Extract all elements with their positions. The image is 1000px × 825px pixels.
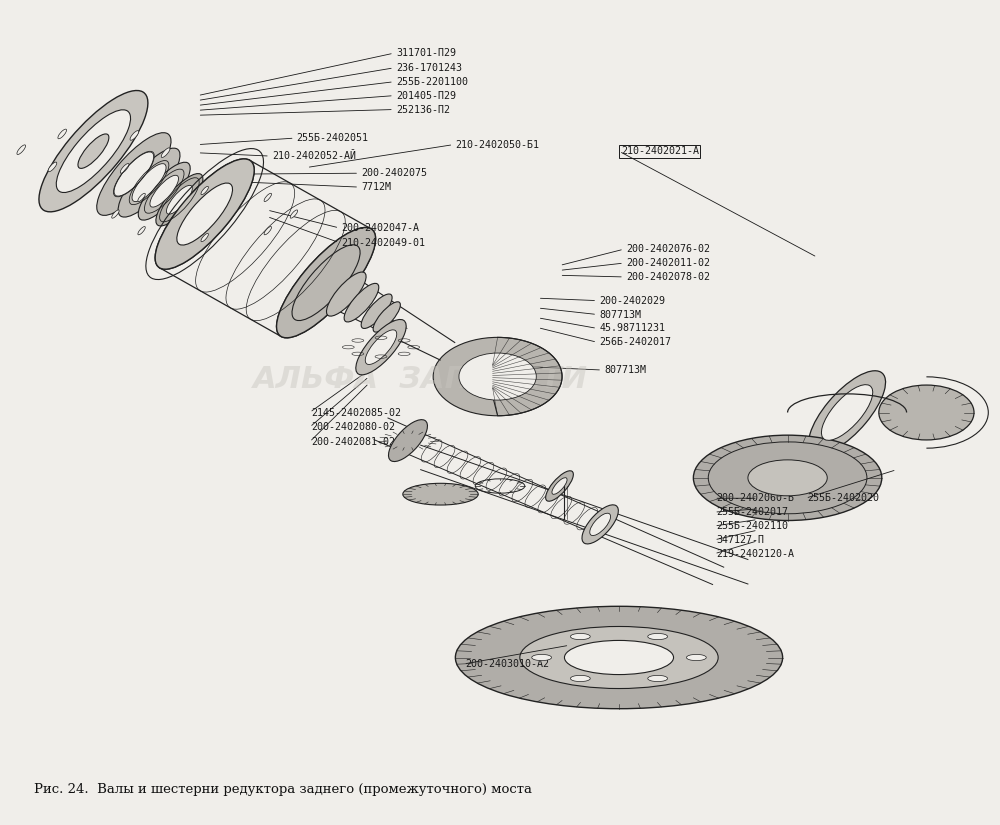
Ellipse shape [138, 193, 145, 201]
Text: 200-2403010-А2: 200-2403010-А2 [465, 659, 549, 669]
Ellipse shape [132, 163, 166, 201]
Text: 200-2402011-02: 200-2402011-02 [626, 258, 710, 268]
Text: Рис. 24.  Валы и шестерни редуктора заднего (промежуточного) моста: Рис. 24. Валы и шестерни редуктора задне… [34, 783, 532, 796]
Text: 200-2402081-02: 200-2402081-02 [312, 437, 396, 447]
Text: 200-2402080-02: 200-2402080-02 [312, 422, 396, 432]
Ellipse shape [344, 283, 379, 322]
Ellipse shape [166, 186, 192, 214]
Ellipse shape [120, 163, 129, 173]
Ellipse shape [570, 634, 590, 639]
Ellipse shape [809, 370, 886, 455]
Text: 200-2402078-02: 200-2402078-02 [626, 272, 710, 282]
Ellipse shape [150, 175, 179, 207]
Ellipse shape [277, 228, 376, 337]
Text: 807713М: 807713М [599, 309, 641, 319]
Ellipse shape [326, 272, 366, 316]
Ellipse shape [138, 227, 145, 235]
Ellipse shape [388, 420, 427, 461]
Ellipse shape [879, 385, 974, 440]
Ellipse shape [590, 513, 611, 535]
Ellipse shape [433, 337, 562, 416]
Ellipse shape [290, 210, 298, 218]
Ellipse shape [39, 91, 148, 212]
Ellipse shape [138, 163, 190, 220]
Ellipse shape [201, 186, 208, 195]
Ellipse shape [130, 130, 139, 140]
Ellipse shape [97, 133, 171, 215]
Ellipse shape [177, 183, 233, 245]
Text: 311701-П29: 311701-П29 [396, 48, 456, 59]
Ellipse shape [582, 505, 618, 544]
Ellipse shape [570, 676, 590, 681]
Ellipse shape [264, 193, 272, 201]
Ellipse shape [373, 302, 400, 332]
Ellipse shape [58, 130, 67, 139]
Ellipse shape [112, 210, 119, 218]
Ellipse shape [356, 319, 406, 375]
Text: 255Б-2201100: 255Б-2201100 [396, 77, 468, 87]
Ellipse shape [455, 606, 783, 709]
Ellipse shape [821, 384, 873, 441]
Text: 200-2402076-02: 200-2402076-02 [626, 244, 710, 254]
Text: 255Б-2402017: 255Б-2402017 [716, 507, 788, 517]
Ellipse shape [686, 654, 706, 661]
Text: 210-2402021-А: 210-2402021-А [621, 146, 699, 156]
Text: 200-2402075: 200-2402075 [361, 168, 427, 178]
Ellipse shape [361, 294, 392, 328]
Text: 201405-П29: 201405-П29 [396, 91, 456, 101]
Text: 2145-2402085-02: 2145-2402085-02 [312, 408, 402, 417]
Text: 236-1701243: 236-1701243 [396, 63, 462, 73]
Text: 7712М: 7712М [361, 182, 391, 192]
Ellipse shape [201, 233, 208, 242]
Ellipse shape [648, 634, 668, 639]
Ellipse shape [403, 483, 478, 505]
Ellipse shape [56, 110, 131, 192]
Text: 210-2402050-Б1: 210-2402050-Б1 [455, 139, 539, 149]
Text: 255Б-2402020: 255Б-2402020 [807, 493, 879, 503]
Ellipse shape [546, 471, 573, 502]
Text: 210-2402049-01: 210-2402049-01 [341, 238, 425, 248]
Text: АЛЬФА  ЗАПЧАСТИ: АЛЬФА ЗАПЧАСТИ [253, 365, 588, 394]
Text: 210-2402052-АЙ: 210-2402052-АЙ [272, 151, 356, 161]
Text: 347127-П: 347127-П [716, 535, 764, 544]
Ellipse shape [532, 654, 552, 661]
Ellipse shape [520, 626, 718, 689]
Ellipse shape [648, 676, 668, 681]
Ellipse shape [161, 148, 170, 158]
Text: 200-2402029: 200-2402029 [599, 295, 665, 305]
Text: 45.98711231: 45.98711231 [599, 323, 665, 333]
Ellipse shape [113, 151, 154, 197]
Text: 252136-П2: 252136-П2 [396, 105, 450, 115]
Ellipse shape [17, 145, 26, 154]
Text: 255Б-2402110: 255Б-2402110 [716, 521, 788, 531]
Ellipse shape [264, 227, 272, 235]
Ellipse shape [78, 134, 109, 168]
Ellipse shape [748, 460, 827, 496]
Ellipse shape [155, 159, 254, 269]
Text: 255Б-2402051: 255Б-2402051 [297, 133, 369, 143]
Text: 219-2402120-А: 219-2402120-А [716, 549, 794, 559]
Ellipse shape [693, 435, 882, 521]
Text: 200-2402047-А: 200-2402047-А [341, 223, 419, 233]
Ellipse shape [365, 330, 397, 365]
Text: 807713М: 807713М [604, 365, 646, 375]
Ellipse shape [277, 228, 376, 337]
Ellipse shape [48, 162, 57, 172]
Ellipse shape [155, 159, 254, 269]
Ellipse shape [552, 478, 567, 494]
Ellipse shape [564, 640, 674, 675]
Ellipse shape [156, 173, 203, 226]
Text: 200-2402060-Б: 200-2402060-Б [716, 493, 794, 503]
Ellipse shape [459, 353, 536, 400]
Text: 256Б-2402017: 256Б-2402017 [599, 337, 671, 347]
Ellipse shape [118, 148, 180, 217]
